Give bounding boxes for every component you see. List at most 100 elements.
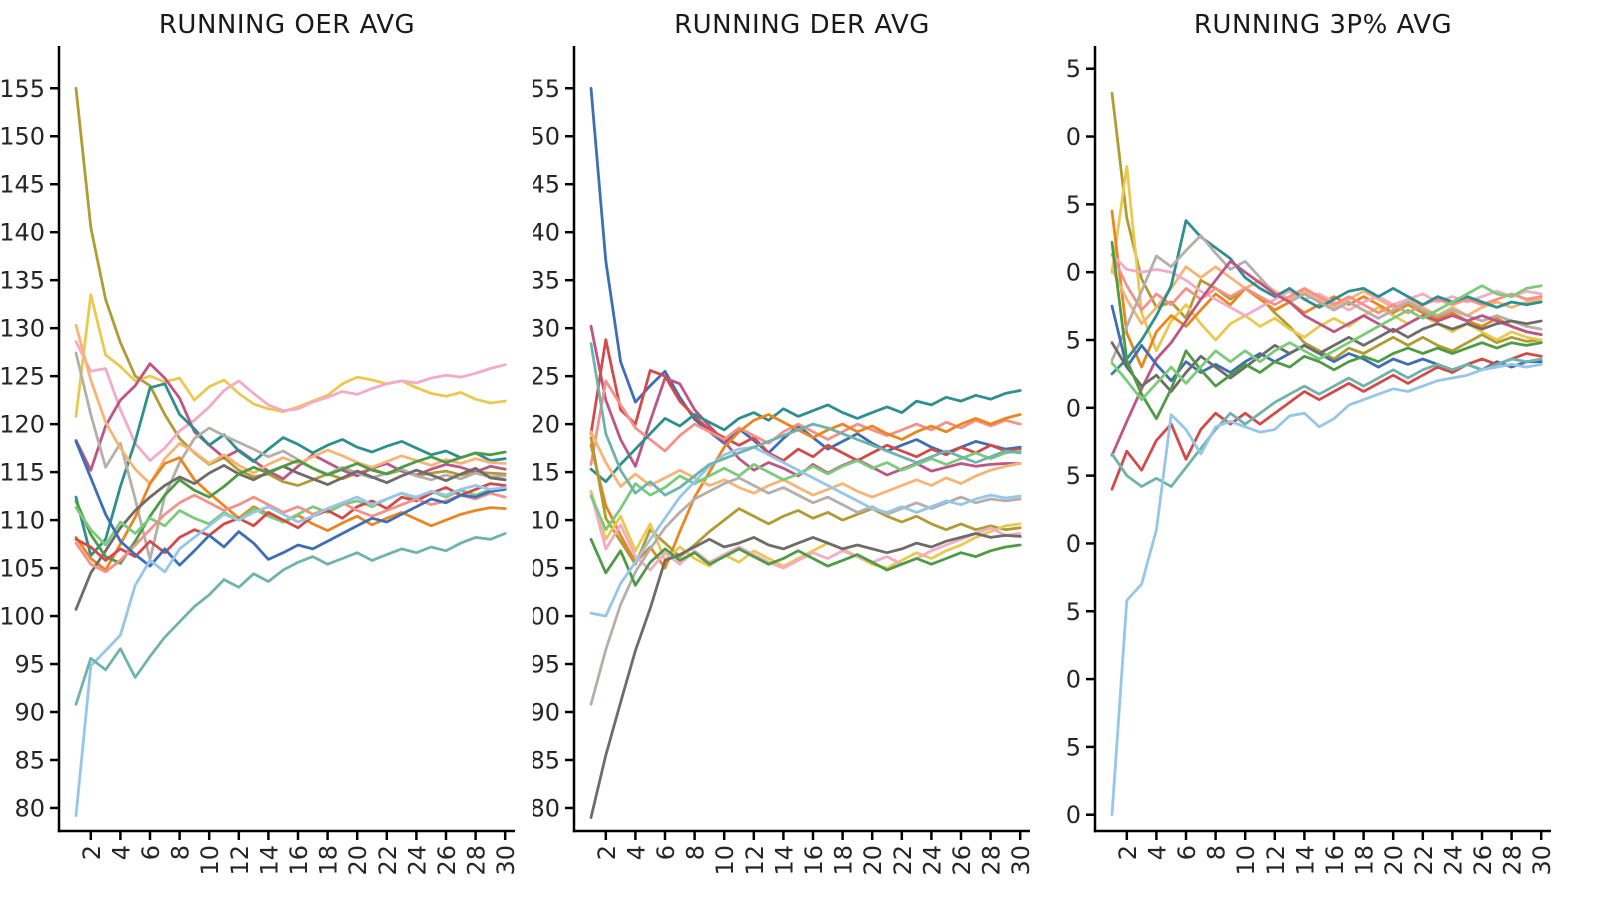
series-line-dimgray (74, 463, 507, 611)
series-line-dimgray (589, 532, 1022, 819)
series-line-lightblue (74, 484, 507, 817)
series-line-green (589, 537, 1022, 587)
y-tick-label: 110 (533, 507, 560, 535)
x-tick-label: 28 (463, 845, 491, 876)
x-tick-label: 28 (978, 845, 1006, 876)
x-tick-label: 26 (1469, 845, 1497, 876)
y-tick-label: 150 (0, 123, 45, 151)
y-tick-label: 115 (533, 459, 560, 487)
y-tick-label: 150 (533, 123, 560, 151)
y-tick-label: 15 (1066, 598, 1081, 626)
y-tick-label: 25 (1066, 462, 1081, 490)
x-tick-label: 8 (682, 845, 710, 860)
series-line-seagreen (74, 532, 507, 706)
chart-panel-der: RUNNING DER AVG 80 85 90 95 100 105 110 115 120 1… (533, 0, 1066, 899)
series-line-seagreen (589, 342, 1022, 497)
x-tick-label: 2 (1114, 845, 1142, 860)
y-tick-label: 135 (533, 267, 560, 295)
x-tick-label: 4 (622, 845, 650, 860)
y-tick-label: 130 (533, 315, 560, 343)
y-tick-label: 115 (0, 459, 45, 487)
y-tick-label: 140 (0, 219, 45, 247)
x-tick-label: 10 (711, 845, 739, 876)
x-tick-label: 20 (1380, 845, 1408, 876)
series-line-salmon (1110, 253, 1543, 315)
y-tick-label: 105 (0, 555, 45, 583)
x-tick-label: 2 (78, 845, 106, 860)
x-tick-label: 28 (1499, 845, 1527, 876)
series-line-teal (74, 382, 507, 557)
y-tick-label: 85 (14, 746, 45, 774)
series-line-lightblue (1110, 362, 1543, 817)
x-tick-label: 12 (226, 845, 254, 876)
x-tick-label: 2 (593, 845, 621, 860)
y-tick-label: 45 (1066, 191, 1081, 219)
y-tick-label: 140 (533, 219, 560, 247)
series-line-magenta (74, 362, 507, 481)
y-tick-label: 90 (533, 699, 560, 727)
y-tick-label: 55 (1066, 55, 1081, 83)
x-tick-label: 18 (315, 845, 343, 876)
y-tick-label: 125 (533, 363, 560, 391)
x-tick-label: 24 (918, 845, 946, 876)
y-tick-label: 145 (0, 171, 45, 199)
x-tick-label: 12 (741, 845, 769, 876)
x-tick-label: 20 (859, 845, 887, 876)
y-tick-label: 105 (533, 555, 560, 583)
x-tick-label: 6 (652, 845, 680, 860)
series-line-pink (74, 340, 507, 463)
x-tick-label: 6 (1173, 845, 1201, 860)
x-tick-label: 16 (285, 845, 313, 876)
series-line-red (589, 338, 1022, 463)
series-line-teal (589, 389, 1022, 484)
chart-panel-3p: RUNNING 3P% AVG 0 5 10 15 20 25 30 35 40 45 50 55 24… (1066, 0, 1599, 899)
y-tick-label: 20 (1066, 530, 1081, 558)
y-tick-label: 130 (0, 315, 45, 343)
series-line-green (1110, 240, 1543, 421)
series-line-lightgreen (589, 449, 1022, 532)
y-tick-label: 35 (1066, 326, 1081, 354)
series-line-pink (589, 491, 1022, 572)
chart-svg-1: 80 85 90 95 100 105 110 115 120 125 130 135 140 145 15… (533, 46, 1035, 876)
y-tick-label: 120 (533, 411, 560, 439)
x-tick-label: 26 (433, 845, 461, 876)
series-line-magenta (1110, 259, 1543, 457)
series-line-teal (1110, 219, 1543, 376)
chart-title-oer: RUNNING OER AVG (158, 10, 416, 40)
y-tick-label: 155 (533, 75, 560, 103)
x-tick-label: 22 (1410, 845, 1438, 876)
series-line-lightgreen (1110, 284, 1543, 402)
series-line-peach (589, 430, 1022, 499)
y-tick-label: 145 (533, 171, 560, 199)
y-tick-label: 90 (14, 699, 45, 727)
series-line-silver (74, 351, 507, 561)
x-tick-label: 18 (1351, 845, 1379, 876)
chart-svg-2: 0510152025303540455055246810121416182022… (1066, 46, 1556, 876)
series-line-salmon (74, 491, 507, 574)
y-tick-label: 10 (1066, 666, 1081, 694)
series-line-lightblue (589, 445, 1022, 618)
x-tick-label: 22 (889, 845, 917, 876)
y-tick-label: 85 (533, 746, 560, 774)
y-tick-label: 95 (14, 651, 45, 679)
y-tick-label: 80 (14, 794, 45, 822)
chart-title-3p: RUNNING 3P% AVG (1193, 10, 1453, 40)
y-tick-label: 120 (0, 411, 45, 439)
series-line-olive (74, 86, 507, 487)
x-tick-label: 24 (1439, 845, 1467, 876)
y-tick-label: 135 (0, 267, 45, 295)
x-tick-label: 18 (830, 845, 858, 876)
x-tick-label: 26 (948, 845, 976, 876)
x-tick-label: 30 (1007, 845, 1035, 876)
y-tick-label: 125 (0, 363, 45, 391)
y-tick-label: 95 (533, 651, 560, 679)
x-tick-label: 10 (1232, 845, 1260, 876)
series-line-silver (1110, 234, 1543, 362)
y-tick-label: 50 (1066, 123, 1081, 151)
x-tick-label: 20 (344, 845, 372, 876)
x-tick-label: 6 (137, 845, 165, 860)
chart-title-der: RUNNING DER AVG (674, 10, 930, 40)
y-tick-label: 30 (1066, 394, 1081, 422)
y-tick-label: 40 (1066, 259, 1081, 287)
